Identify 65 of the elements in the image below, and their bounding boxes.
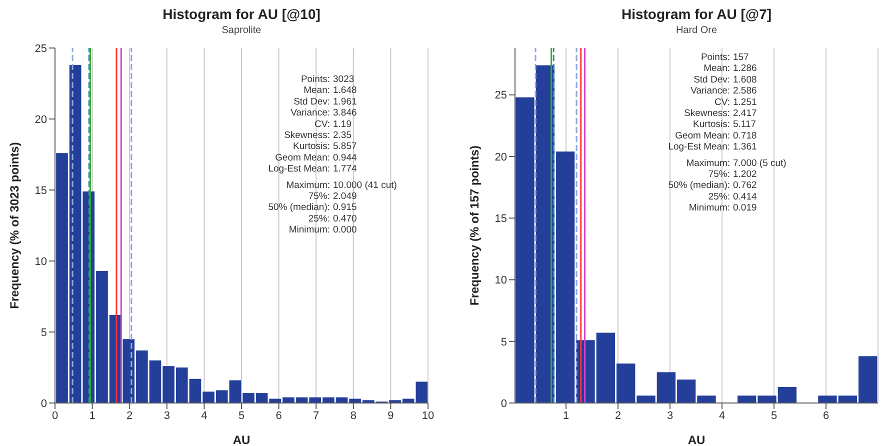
y-tick-label: 10 (34, 256, 47, 268)
y-tick-label: 20 (34, 114, 47, 126)
annotation: Variance: 2.586 (690, 86, 757, 97)
x-tick-label: 10 (422, 410, 434, 422)
x-tick-label: 0 (52, 410, 58, 422)
x-tick-label: 5 (238, 410, 245, 422)
y-tick-label: 5 (500, 336, 507, 348)
chart-title: Histogram for AU [@10] (162, 6, 322, 22)
x-tick-label: 6 (276, 410, 282, 422)
annotation: Minimum: 0.019 (688, 202, 757, 214)
x-tick-label: 5 (770, 410, 778, 422)
annotation: Kurtosis: 5.117 (693, 119, 756, 130)
x-tick-label: 4 (201, 410, 208, 422)
x-tick-label: 4 (718, 410, 726, 422)
x-axis-title: AU (688, 433, 706, 446)
chart-title: Histogram for AU [@7] (620, 6, 773, 22)
x-tick-label: 7 (313, 410, 320, 422)
y-tick-label: 15 (34, 184, 47, 197)
annotation: 50% (median): 0.762 (668, 180, 757, 192)
annotation: 25%: 0.470 (308, 213, 357, 224)
y-axis-title: Frequency (% of 157 points) (467, 145, 482, 306)
x-tick-label: 1 (89, 410, 96, 422)
annotation: Log-Est Mean: 1.361 (668, 142, 757, 153)
annotation: Variance: 3.846 (290, 108, 357, 119)
annotation: Kurtosis: 5.857 (293, 141, 357, 152)
annotation: Mean: 1.286 (704, 63, 757, 74)
annotation: Skewness: 2.35 (284, 130, 352, 141)
annotation: CV: 1.19 (314, 118, 352, 130)
annotation: CV: 1.251 (714, 96, 757, 108)
x-tick-label: 3 (164, 410, 170, 422)
annotation: 25%: 0.414 (708, 191, 757, 202)
y-axis-title: Frequency (% of 3023 points) (7, 142, 22, 309)
x-tick-label: 1 (562, 410, 570, 422)
annotation: Maximum: 10.000 (41 cut) (286, 180, 397, 191)
annotation: Maximum: 7.000 (5 cut) (686, 158, 786, 169)
chart-subtitle: Hard Ore (674, 25, 718, 36)
y-tick-label: 20 (494, 151, 507, 164)
annotation: Skewness: 2.417 (684, 108, 757, 119)
x-tick-label: 2 (614, 410, 622, 422)
y-tick-label: 25 (494, 90, 507, 102)
y-tick-label: 15 (494, 213, 507, 226)
annotation: 75%: 2.049 (308, 191, 357, 202)
chart-subtitle: Saprolite (220, 25, 262, 36)
x-axis-title: AU (232, 433, 250, 446)
annotation: Std Dev: 1.608 (694, 74, 757, 86)
y-tick-label: 25 (34, 42, 47, 55)
x-tick-label: 8 (350, 410, 356, 422)
annotation: 50% (median): 0.915 (268, 202, 357, 214)
annotation: Log-Est Mean: 1.774 (268, 164, 357, 175)
annotation: Points: 3023 (300, 74, 354, 85)
y-tick-label: 10 (494, 274, 507, 287)
annotation: Geom Mean: 0.944 (275, 152, 357, 164)
annotation: Geom Mean: 0.718 (675, 130, 757, 142)
annotation: Mean: 1.648 (304, 85, 357, 96)
y-tick-label: 0 (500, 398, 507, 410)
x-tick-label: 9 (388, 410, 394, 422)
x-tick-label: 3 (666, 410, 674, 422)
x-tick-label: 6 (822, 410, 830, 422)
annotation: Points: 157 (700, 52, 749, 63)
annotation: Minimum: 0.000 (288, 224, 357, 236)
y-tick-label: 5 (40, 326, 47, 339)
annotation: 75%: 1.202 (708, 169, 757, 180)
annotation: Std Dev: 1.961 (294, 96, 357, 108)
x-tick-label: 2 (126, 410, 133, 422)
y-tick-label: 0 (40, 398, 47, 410)
